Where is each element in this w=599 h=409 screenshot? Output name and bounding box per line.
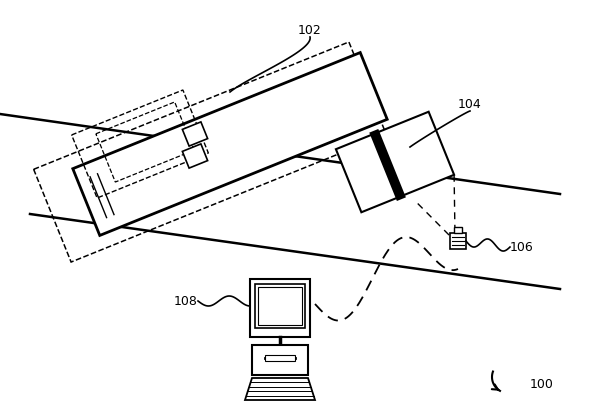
Text: 102: 102 — [298, 23, 322, 36]
Polygon shape — [182, 123, 208, 147]
Polygon shape — [182, 144, 208, 169]
Text: 106: 106 — [510, 241, 534, 254]
Text: 104: 104 — [458, 98, 482, 111]
Text: 108: 108 — [174, 295, 198, 308]
Polygon shape — [245, 378, 315, 400]
Bar — [450, 234, 466, 249]
Bar — [255, 284, 305, 328]
Polygon shape — [73, 54, 387, 236]
Text: 100: 100 — [530, 378, 554, 391]
Bar — [265, 355, 295, 361]
Polygon shape — [336, 112, 454, 213]
Bar — [252, 345, 308, 375]
Bar — [258, 287, 302, 325]
Bar — [454, 227, 462, 234]
Bar — [250, 279, 310, 337]
